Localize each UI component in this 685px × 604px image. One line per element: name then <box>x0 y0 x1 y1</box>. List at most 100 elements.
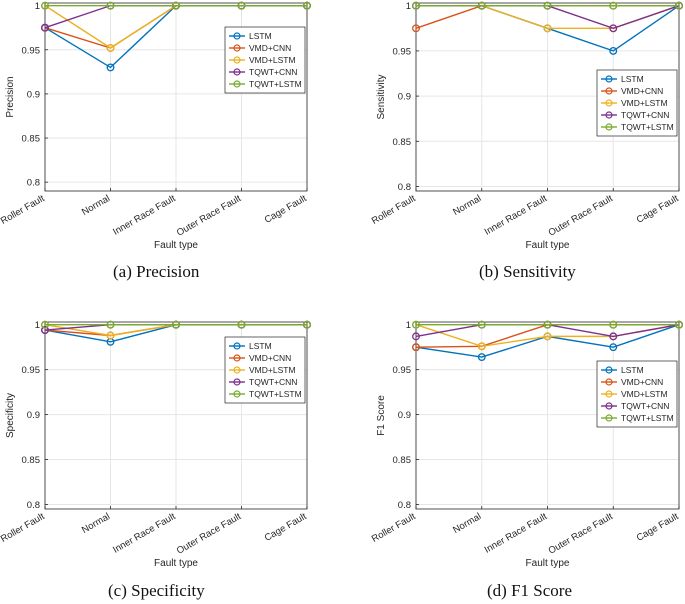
y-tick-label: 0.9 <box>27 410 40 421</box>
chart-panel-f1-score: 0.8 0.85 0.9 0.95 1 Roller Fault Normal Inner R… <box>370 320 683 569</box>
data-point-tqwt-lstm <box>543 320 552 329</box>
legend-label-lstm: LSTM <box>621 365 644 375</box>
x-tick-label: Roller Fault <box>370 193 418 227</box>
data-point-tqwt-lstm <box>106 320 115 329</box>
x-tick-label: Inner Race Fault <box>483 511 550 556</box>
y-tick-label: 0.95 <box>22 365 41 376</box>
legend-marker-vmd-lstm <box>605 390 613 398</box>
legend-label-vmd-cnn: VMD+CNN <box>621 377 663 387</box>
legend-label-vmd-cnn: VMD+CNN <box>249 43 291 53</box>
data-point-tqwt-cnn <box>412 332 420 341</box>
legend-label-vmd-lstm: VMD+LSTM <box>621 98 668 108</box>
x-tick-label: Normal <box>451 511 483 536</box>
legend-label-tqwt-cnn: TQWT+CNN <box>249 377 297 387</box>
y-tick-label: 0.95 <box>393 365 412 376</box>
data-point-tqwt-lstm <box>172 320 180 329</box>
legend-marker-vmd-cnn <box>605 378 613 386</box>
caption-specificity: (c) Specificity <box>108 581 205 600</box>
y-tick-label: 0.8 <box>27 178 40 189</box>
legend-label-vmd-cnn: VMD+CNN <box>249 353 291 363</box>
x-tick-label: Outer Race Fault <box>547 511 615 557</box>
y-tick-label: 0.95 <box>22 45 41 56</box>
legend-label-lstm: LSTM <box>249 341 272 351</box>
x-axis-label: Fault type <box>526 558 570 569</box>
data-point-lstm <box>609 46 618 55</box>
legend-label-tqwt-lstm: TQWT+LSTM <box>249 389 302 399</box>
x-tick-label: Outer Race Fault <box>175 511 243 557</box>
data-point-tqwt-lstm <box>303 320 311 329</box>
y-tick-label: 1 <box>35 1 40 12</box>
legend-marker-tqwt-lstm <box>605 123 613 131</box>
legend-marker-tqwt-lstm <box>605 414 613 422</box>
data-point-vmd-lstm <box>543 24 552 33</box>
chart-panel-specificity: 0.8 0.85 0.9 0.95 1 Roller Fault Normal Inner R… <box>0 320 311 569</box>
data-point-tqwt-lstm <box>303 1 311 10</box>
data-point-tqwt-lstm <box>237 1 246 10</box>
y-axis-label: F1 Score <box>376 395 387 436</box>
x-axis-label: Fault type <box>526 240 570 251</box>
data-point-tqwt-lstm <box>41 1 49 10</box>
legend-marker-lstm <box>605 75 613 83</box>
legend-marker-tqwt-lstm <box>233 390 241 398</box>
data-point-lstm <box>477 353 486 362</box>
legend-marker-lstm <box>233 342 241 350</box>
y-axis-label: Precision <box>5 76 16 117</box>
y-tick-label: 0.9 <box>398 92 411 103</box>
y-tick-label: 0.85 <box>22 134 41 145</box>
x-tick-label: Normal <box>80 511 112 536</box>
caption-f1-score: (d) F1 Score <box>487 581 572 600</box>
data-point-tqwt-lstm <box>412 320 420 329</box>
chart-panel-sensitivity: 0.8 0.85 0.9 0.95 1 Roller Fault Normal Inner R… <box>370 1 683 251</box>
x-axis-label: Fault type <box>154 240 198 251</box>
caption-sensitivity: (b) Sensitivity <box>479 262 576 281</box>
y-axis-label: Sensitivity <box>376 74 387 119</box>
x-tick-label: Normal <box>80 193 112 218</box>
legend-label-tqwt-cnn: TQWT+CNN <box>249 67 297 77</box>
x-tick-label: Outer Race Fault <box>175 193 243 239</box>
legend-marker-tqwt-cnn <box>233 378 241 386</box>
x-tick-label: Cage Fault <box>263 193 309 226</box>
x-tick-label: Roller Fault <box>370 511 418 545</box>
legend: LSTM VMD+CNN VMD+LSTM TQWT+CNN TQWT+LSTM <box>224 26 306 94</box>
legend-label-lstm: LSTM <box>249 31 272 41</box>
y-tick-label: 0.85 <box>22 455 41 466</box>
data-point-tqwt-lstm <box>609 320 618 329</box>
data-point-lstm <box>106 63 115 72</box>
x-tick-label: Inner Race Fault <box>111 511 178 556</box>
legend-label-vmd-lstm: VMD+LSTM <box>621 389 668 399</box>
data-point-tqwt-lstm <box>237 320 246 329</box>
x-tick-label: Cage Fault <box>263 511 309 544</box>
legend-label-vmd-lstm: VMD+LSTM <box>249 365 296 375</box>
legend-marker-vmd-lstm <box>233 56 241 64</box>
x-tick-label: Normal <box>451 193 483 218</box>
data-point-tqwt-lstm <box>477 320 486 329</box>
legend-marker-vmd-cnn <box>233 44 241 52</box>
legend-label-tqwt-lstm: TQWT+LSTM <box>621 122 674 132</box>
x-tick-label: Inner Race Fault <box>483 193 550 238</box>
data-point-lstm <box>609 343 618 352</box>
x-tick-label: Roller Fault <box>0 511 47 545</box>
y-tick-label: 0.9 <box>398 410 411 421</box>
data-point-vmd-lstm <box>477 342 486 351</box>
legend: LSTM VMD+CNN VMD+LSTM TQWT+CNN TQWT+LSTM <box>596 360 678 428</box>
legend-marker-tqwt-cnn <box>605 402 613 410</box>
y-tick-label: 0.85 <box>393 455 412 466</box>
legend-marker-tqwt-cnn <box>605 111 613 119</box>
legend-marker-lstm <box>233 32 241 40</box>
x-tick-label: Cage Fault <box>635 511 681 544</box>
legend-label-tqwt-cnn: TQWT+CNN <box>621 110 669 120</box>
data-point-tqwt-lstm <box>543 1 552 10</box>
y-tick-label: 1 <box>406 1 411 12</box>
legend-label-tqwt-lstm: TQWT+LSTM <box>621 413 674 423</box>
y-tick-label: 0.9 <box>27 89 40 100</box>
data-point-vmd-lstm <box>106 331 115 340</box>
x-tick-label: Inner Race Fault <box>111 193 178 238</box>
data-point-tqwt-cnn <box>41 326 49 335</box>
y-tick-label: 0.95 <box>393 46 412 57</box>
y-tick-label: 0.8 <box>398 182 411 193</box>
data-point-tqwt-lstm <box>172 1 180 10</box>
y-tick-label: 0.85 <box>393 137 412 148</box>
legend-marker-tqwt-lstm <box>233 80 241 88</box>
y-axis-label: Specificity <box>5 393 16 438</box>
